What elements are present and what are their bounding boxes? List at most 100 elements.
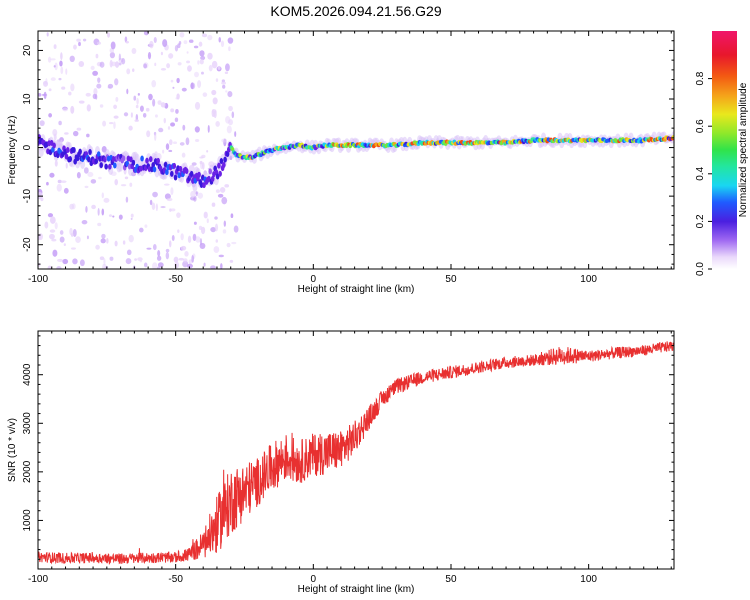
spectral-speckle xyxy=(179,32,185,38)
spectral-speckle xyxy=(146,247,152,250)
spectral-speckle xyxy=(226,242,231,248)
spectral-speckle xyxy=(207,124,210,133)
spectral-ridge-point xyxy=(152,166,157,173)
spectral-halo xyxy=(192,181,198,192)
spectral-speckle xyxy=(197,192,204,199)
spectral-speckle xyxy=(165,248,170,253)
spectral-ridge-point xyxy=(173,174,178,181)
spectral-speckle xyxy=(152,262,158,269)
spectral-speckle xyxy=(215,78,219,82)
y-tick-label: 20 xyxy=(22,44,33,56)
spectral-speckle xyxy=(97,77,101,83)
spectral-speckle xyxy=(48,88,52,92)
spectral-ridge-point xyxy=(121,155,126,162)
spectral-speckle xyxy=(136,97,139,105)
spectral-speckle xyxy=(46,32,49,37)
spectral-speckle xyxy=(201,33,208,38)
spectral-speckle xyxy=(73,44,77,50)
colorbar-tick-label: 0.4 xyxy=(695,166,706,180)
spectral-speckle xyxy=(86,235,89,240)
spectral-speckle xyxy=(53,44,57,50)
spectral-speckle xyxy=(101,192,104,199)
spectral-speckle xyxy=(96,41,102,45)
spectral-speckle xyxy=(180,245,187,251)
spectral-speckle xyxy=(129,182,133,187)
spectral-ridge-point xyxy=(140,155,144,162)
spectral-speckle xyxy=(206,149,209,153)
spectral-speckle xyxy=(181,87,187,92)
spectral-speckle xyxy=(132,68,135,72)
spectral-speckle xyxy=(57,179,62,184)
spectral-speckle xyxy=(206,218,209,224)
spectral-speckle xyxy=(78,41,81,47)
spectral-speckle xyxy=(192,233,197,242)
spectral-speckle xyxy=(170,122,176,127)
spectral-ridge-point xyxy=(170,170,174,177)
spectral-speckle xyxy=(169,208,172,212)
spectral-speckle xyxy=(227,37,234,44)
spectral-speckle xyxy=(210,265,216,269)
spectral-speckle xyxy=(214,216,218,220)
spectral-speckle xyxy=(44,221,49,229)
spectral-speckle xyxy=(57,258,63,262)
spectral-speckle xyxy=(157,100,162,105)
spectral-speckle xyxy=(181,152,186,158)
spectral-speckle xyxy=(219,187,226,193)
colorbar-tick-label: 0.0 xyxy=(695,262,706,276)
spectral-ridge-point xyxy=(148,156,153,163)
spectral-speckle xyxy=(70,247,76,250)
spectral-speckle xyxy=(191,254,195,263)
spectrogram-x-axis-label: Height of straight line (km) xyxy=(298,284,415,295)
spectral-speckle xyxy=(154,114,158,118)
spectral-speckle xyxy=(114,240,118,247)
spectral-speckle xyxy=(58,77,62,81)
spectral-speckle xyxy=(53,133,57,141)
spectral-speckle xyxy=(95,244,100,250)
spectral-speckle xyxy=(38,234,41,241)
colorbar-tick-label: 0.8 xyxy=(695,71,706,85)
spectral-speckle xyxy=(198,41,203,47)
y-tick-label: 1000 xyxy=(22,509,33,532)
spectral-speckle xyxy=(177,229,180,234)
spectral-speckle xyxy=(170,208,176,212)
spectral-speckle xyxy=(126,249,132,256)
spectral-speckle xyxy=(118,53,121,61)
spectral-speckle xyxy=(187,235,192,243)
spectral-speckle xyxy=(59,230,64,235)
spectral-speckle xyxy=(122,240,126,245)
spectral-speckle xyxy=(143,262,148,268)
spectral-speckle xyxy=(178,40,182,45)
x-tick-label: 0 xyxy=(311,574,317,585)
x-tick-label: -50 xyxy=(168,274,183,285)
spectral-speckle xyxy=(65,162,68,169)
spectral-speckle xyxy=(197,60,200,65)
spectral-speckle xyxy=(211,89,217,96)
spectral-speckle xyxy=(179,142,185,146)
spectral-speckle xyxy=(168,240,172,248)
spectral-speckle xyxy=(186,51,189,54)
spectral-speckle xyxy=(157,262,164,268)
spectral-ridge-point xyxy=(172,162,177,169)
spectral-speckle xyxy=(156,255,162,261)
spectral-speckle xyxy=(228,119,234,126)
spectral-ridge-point xyxy=(111,156,116,163)
spectral-speckle xyxy=(214,223,219,232)
spectral-speckle xyxy=(63,243,66,247)
spectral-ridge-point xyxy=(78,148,82,155)
spectral-speckle xyxy=(211,60,218,69)
spectral-ridge-point xyxy=(156,157,160,164)
spectral-speckle xyxy=(194,138,200,143)
spectral-speckle xyxy=(72,130,79,137)
spectral-speckle xyxy=(98,176,102,180)
spectrogram-y-axis-label: Frequency (Hz) xyxy=(7,116,18,185)
spectral-speckle xyxy=(194,101,201,110)
spectral-speckle xyxy=(63,187,69,194)
spectral-speckle xyxy=(165,252,170,260)
spectral-ridge-point xyxy=(210,175,215,182)
spectral-speckle xyxy=(54,62,58,71)
spectral-speckle xyxy=(195,236,201,243)
spectral-speckle xyxy=(103,197,110,203)
spectral-speckle xyxy=(195,191,198,197)
spectral-speckle xyxy=(70,233,74,237)
spectral-speckle xyxy=(153,243,157,251)
